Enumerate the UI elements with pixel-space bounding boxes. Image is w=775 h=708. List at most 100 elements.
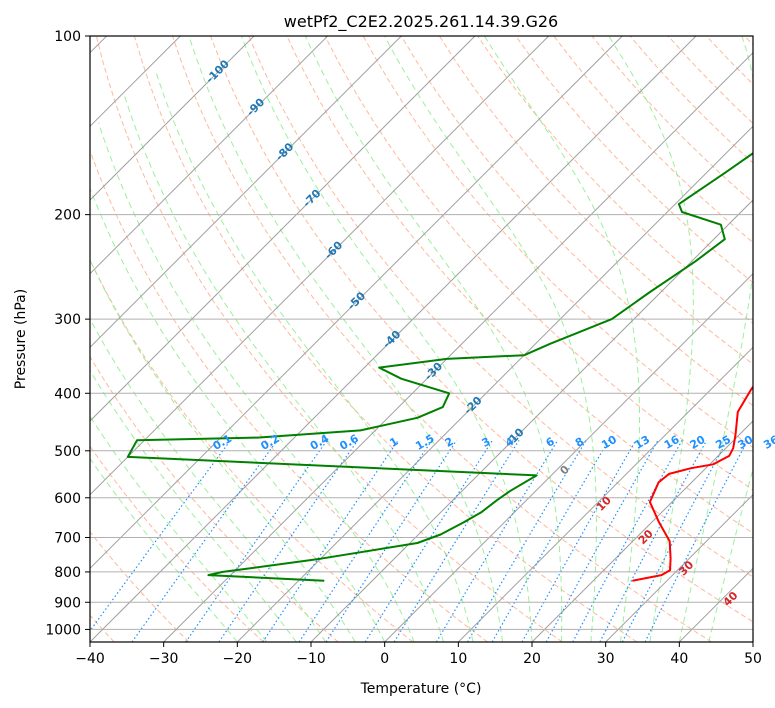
moist-adiabat bbox=[90, 369, 297, 642]
isotherm bbox=[678, 567, 753, 642]
isotherm bbox=[90, 36, 255, 201]
wetbulb-label: 20 bbox=[636, 527, 656, 547]
mixing-ratio-line bbox=[90, 439, 232, 632]
dry-adiabat bbox=[90, 355, 339, 642]
mixing-ratio-line bbox=[218, 439, 359, 642]
dry-adiabat bbox=[133, 36, 638, 642]
mixing-ratio-line bbox=[644, 440, 749, 642]
dry-adiabat bbox=[515, 36, 753, 284]
isotherm-label: -80 bbox=[273, 140, 296, 163]
mixing-ratio-label: 2 bbox=[443, 435, 456, 450]
mixing-ratio-line bbox=[466, 439, 587, 642]
isotherm bbox=[163, 51, 753, 642]
dry-adiabat bbox=[705, 36, 753, 85]
dry-adiabat bbox=[438, 36, 753, 365]
moist-adiabat bbox=[90, 258, 356, 642]
isotherm bbox=[310, 199, 753, 642]
mixing-ratio-label: 20 bbox=[688, 433, 708, 452]
dry-adiabat bbox=[591, 36, 753, 204]
mixing-ratio-label: 6 bbox=[544, 435, 557, 450]
x-tick-label: 20 bbox=[523, 651, 541, 667]
isotherm-label: -90 bbox=[244, 95, 267, 118]
x-axis: −40 −30 −20 −10 0 10 20 30 40 50 bbox=[75, 642, 762, 667]
mixing-ratio-label: 0.4 bbox=[308, 432, 332, 453]
y-axis-title: Pressure (hPa) bbox=[13, 289, 29, 389]
isotherm bbox=[531, 420, 753, 642]
background-lines bbox=[90, 36, 753, 642]
x-axis-title: Temperature (°C) bbox=[360, 681, 482, 697]
wetbulb-label: 40 bbox=[721, 589, 741, 609]
isotherms bbox=[90, 36, 753, 642]
dry-adiabat bbox=[248, 36, 753, 578]
mixing-ratio-line bbox=[521, 439, 637, 642]
isotherm bbox=[457, 346, 753, 642]
mixing-ratio-label: 1 bbox=[387, 435, 400, 450]
dry-adiabat bbox=[400, 36, 753, 407]
moist-adiabats bbox=[90, 36, 753, 642]
x-tick-label: −40 bbox=[75, 651, 105, 667]
moist-adiabat bbox=[304, 36, 563, 642]
mixing-ratio-label: 1.5 bbox=[413, 432, 436, 453]
mixing-ratio-label: 13 bbox=[632, 433, 652, 452]
sounding-traces bbox=[126, 152, 753, 582]
isotherm bbox=[90, 36, 550, 496]
moist-adiabat bbox=[608, 36, 694, 642]
moist-adiabat bbox=[678, 36, 753, 642]
moist-adiabat bbox=[90, 318, 327, 642]
dry-adiabat bbox=[667, 36, 753, 125]
x-tick-label: 40 bbox=[670, 651, 688, 667]
pressure-gridlines bbox=[90, 36, 753, 630]
isotherm-label: -20 bbox=[461, 394, 484, 417]
mixing-ratio-line bbox=[393, 439, 520, 642]
y-tick-label: 400 bbox=[54, 386, 81, 402]
isotherm bbox=[90, 36, 623, 570]
mixing-ratio-label: 10 bbox=[599, 433, 619, 452]
mixing-ratio-line bbox=[262, 439, 399, 642]
y-tick-label: 100 bbox=[54, 29, 81, 45]
isotherm-label: -60 bbox=[322, 238, 345, 261]
dry-adiabat bbox=[95, 36, 563, 642]
temperature-trace bbox=[632, 385, 753, 582]
mixing-ratio-label: 0.1 bbox=[211, 432, 234, 453]
mixing-ratio-label: 25 bbox=[713, 433, 733, 452]
mixing-ratio-line bbox=[491, 439, 610, 642]
dry-adiabat bbox=[362, 36, 753, 449]
wetbulb-label: 30 bbox=[676, 558, 696, 578]
mixing-ratio-line bbox=[435, 439, 559, 642]
dry-adiabat bbox=[553, 36, 753, 244]
isotherm bbox=[90, 36, 402, 349]
y-tick-label: 300 bbox=[54, 312, 81, 328]
y-tick-label: 200 bbox=[54, 208, 81, 224]
isotherm bbox=[384, 272, 753, 642]
dry-adiabat bbox=[90, 445, 264, 642]
dry-adiabat bbox=[286, 36, 753, 534]
mixing-ratio-line bbox=[572, 440, 683, 642]
moist-adiabat bbox=[384, 36, 597, 642]
mixing-ratio-line bbox=[298, 439, 433, 642]
x-tick-label: 0 bbox=[380, 651, 389, 667]
y-tick-label: 500 bbox=[54, 444, 81, 460]
mixing-ratio-line bbox=[185, 439, 328, 642]
wetbulb-label: 0 bbox=[557, 463, 572, 478]
isotherm bbox=[90, 36, 476, 422]
y-tick-label: 600 bbox=[54, 491, 81, 507]
moist-adiabat bbox=[90, 187, 386, 642]
y-tick-label: 700 bbox=[54, 531, 81, 547]
moist-adiabat bbox=[123, 93, 445, 642]
isotherm bbox=[605, 493, 753, 642]
dry-adiabat bbox=[90, 531, 190, 642]
isotherm bbox=[90, 36, 697, 642]
mixing-ratio-line bbox=[325, 439, 458, 642]
isotherm bbox=[236, 125, 753, 642]
isotherm-label: -70 bbox=[300, 186, 323, 209]
moist-adiabat bbox=[98, 122, 415, 642]
moist-adiabat bbox=[483, 36, 640, 642]
x-tick-label: 10 bbox=[449, 651, 467, 667]
y-tick-label: 800 bbox=[54, 565, 81, 581]
dry-adiabat bbox=[172, 36, 712, 642]
x-tick-label: −30 bbox=[149, 651, 179, 667]
y-tick-label: 900 bbox=[54, 595, 81, 611]
y-axis: 100 200 300 400 500 600 700 800 900 1000 bbox=[45, 29, 90, 638]
x-tick-label: −20 bbox=[223, 651, 253, 667]
